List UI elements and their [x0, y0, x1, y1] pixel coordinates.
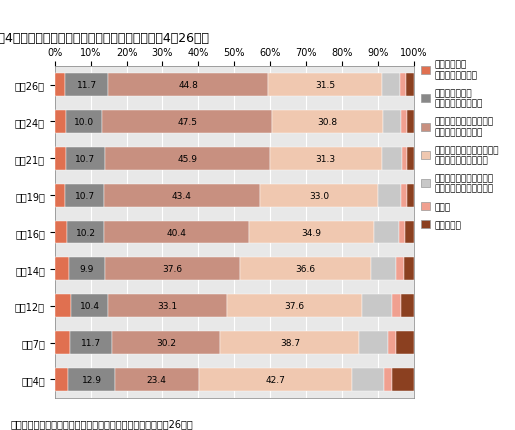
Text: 47.5: 47.5	[177, 118, 197, 127]
Bar	[392, 295, 401, 317]
Bar	[112, 332, 220, 354]
Bar	[401, 111, 407, 134]
Bar	[382, 74, 400, 97]
Bar	[272, 111, 383, 134]
Bar	[55, 74, 65, 97]
Text: 37.6: 37.6	[162, 265, 182, 274]
Bar	[352, 368, 384, 391]
Bar	[115, 368, 199, 391]
Text: 40.4: 40.4	[166, 228, 186, 237]
Text: 36.6: 36.6	[296, 265, 316, 274]
Bar	[379, 184, 401, 207]
Bar	[249, 221, 374, 244]
Text: 37.6: 37.6	[285, 301, 305, 310]
Bar	[55, 221, 67, 244]
Legend: 女性は職業を
もたない方がよい, 結婚するまでは
職業をもつ方がよい, 子どもができるまでは、
職業をもつ方がよい, 子どもができても、ずっと
職業を続ける方が: 女性は職業を もたない方がよい, 結婚するまでは 職業をもつ方がよい, 子どもが…	[421, 61, 499, 230]
Bar	[55, 258, 69, 281]
Bar	[362, 295, 392, 317]
Bar	[68, 368, 115, 391]
Bar	[407, 111, 414, 134]
Bar	[65, 184, 104, 207]
Bar	[392, 368, 414, 391]
Bar	[407, 147, 414, 170]
Text: 30.2: 30.2	[156, 338, 176, 347]
Bar	[401, 295, 414, 317]
Bar	[55, 147, 66, 170]
Text: 34.9: 34.9	[302, 228, 322, 237]
Bar	[260, 184, 379, 207]
Bar	[374, 221, 399, 244]
Bar	[105, 147, 269, 170]
Text: 45.9: 45.9	[177, 154, 197, 163]
Bar	[55, 332, 70, 354]
Bar	[108, 295, 227, 317]
Bar	[388, 332, 396, 354]
Text: 10.7: 10.7	[75, 191, 95, 200]
Text: 11.7: 11.7	[76, 81, 97, 90]
Bar	[359, 332, 388, 354]
Bar	[402, 147, 407, 170]
Bar	[397, 258, 404, 281]
Bar	[69, 258, 105, 281]
Text: （備考）内閣府「女性の活躍推進に関する世論調査」（平成26年）: （備考）内閣府「女性の活躍推進に関する世論調査」（平成26年）	[10, 418, 193, 428]
Text: 10.4: 10.4	[80, 301, 99, 310]
Bar	[401, 184, 407, 207]
Bar	[406, 74, 414, 97]
Bar	[268, 74, 382, 97]
Bar	[396, 332, 414, 354]
Bar	[269, 147, 382, 170]
Text: 42.7: 42.7	[266, 375, 285, 384]
Bar	[199, 368, 352, 391]
Bar	[240, 258, 371, 281]
Text: 10.7: 10.7	[75, 154, 95, 163]
Bar	[104, 184, 260, 207]
Bar	[108, 74, 268, 97]
Text: 33.1: 33.1	[158, 301, 178, 310]
Bar	[405, 221, 414, 244]
Text: 図表4　女性が職業を持つことに対する意識（平成4〜26年）: 図表4 女性が職業を持つことに対する意識（平成4〜26年）	[0, 32, 209, 45]
Text: 33.0: 33.0	[309, 191, 329, 200]
Bar	[383, 111, 401, 134]
Bar	[67, 221, 104, 244]
Text: 38.7: 38.7	[280, 338, 300, 347]
Bar	[70, 332, 112, 354]
Text: 23.4: 23.4	[147, 375, 167, 384]
Bar	[71, 295, 108, 317]
Text: 12.9: 12.9	[81, 375, 101, 384]
Bar	[104, 221, 249, 244]
Bar	[66, 111, 102, 134]
Bar	[220, 332, 359, 354]
Bar	[399, 221, 405, 244]
Text: 31.5: 31.5	[315, 81, 335, 90]
Bar	[65, 74, 108, 97]
Bar	[227, 295, 362, 317]
Bar	[55, 295, 71, 317]
Bar	[55, 184, 65, 207]
Bar	[382, 147, 402, 170]
Bar	[102, 111, 272, 134]
Bar	[66, 147, 105, 170]
Text: 30.8: 30.8	[318, 118, 338, 127]
Bar	[55, 368, 68, 391]
Text: 10.2: 10.2	[76, 228, 96, 237]
Text: 31.3: 31.3	[316, 154, 336, 163]
Bar	[400, 74, 406, 97]
Text: 11.7: 11.7	[81, 338, 101, 347]
Text: 10.0: 10.0	[74, 118, 94, 127]
Text: 9.9: 9.9	[80, 265, 94, 274]
Bar	[105, 258, 240, 281]
Bar	[55, 111, 66, 134]
Bar	[407, 184, 414, 207]
Bar	[384, 368, 392, 391]
Bar	[404, 258, 414, 281]
Text: 44.8: 44.8	[178, 81, 198, 90]
Text: 43.4: 43.4	[172, 191, 192, 200]
Bar	[371, 258, 397, 281]
